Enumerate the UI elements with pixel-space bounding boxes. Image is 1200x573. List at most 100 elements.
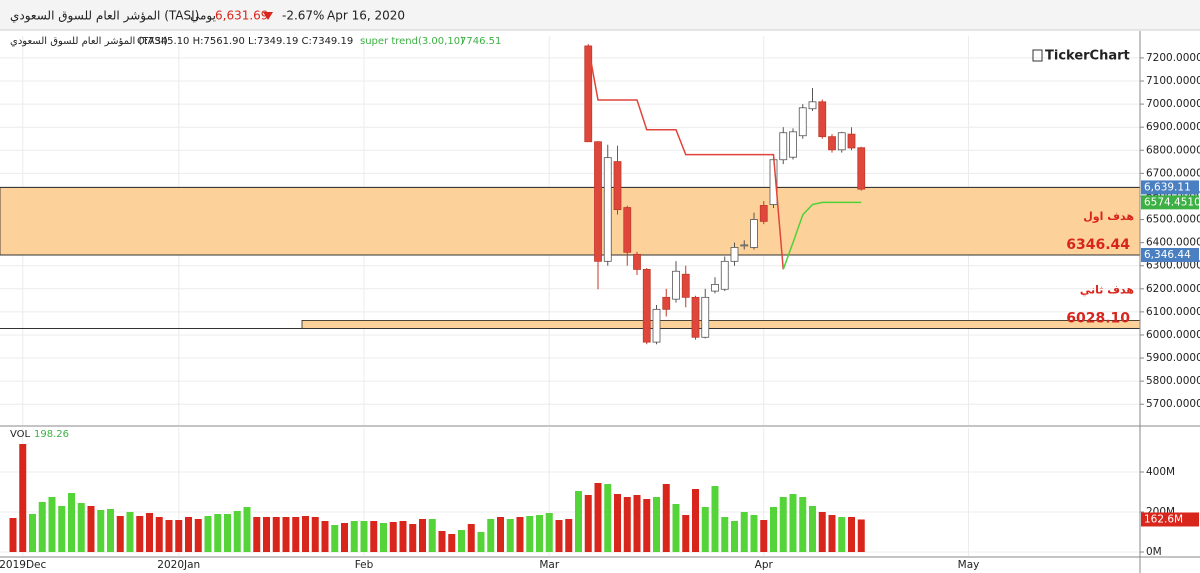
volume-bar: [545, 513, 553, 552]
volume-bar: [68, 493, 75, 552]
volume-bar: [311, 517, 319, 552]
y-tick-label: 6500.0000: [1146, 214, 1200, 226]
volume-bar: [38, 502, 46, 552]
candle-body: [603, 157, 612, 262]
volume-bar: [19, 444, 27, 552]
price-tag: [1141, 512, 1199, 527]
candle-body: [730, 247, 739, 262]
legend-name: المؤشر العام للسوق السعودي (TASI): [10, 36, 168, 47]
volume-bar: [555, 520, 563, 552]
volume-bar: [107, 509, 114, 552]
volume-bar: [136, 516, 144, 552]
volume-bar: [29, 514, 36, 552]
volume-bar: [584, 495, 592, 552]
price-tag-label: 162.6M: [1144, 513, 1183, 525]
target-zone: [301, 320, 1140, 329]
volume-bar: [350, 521, 358, 552]
volume-bar: [321, 521, 329, 552]
volume-bar: [458, 530, 465, 552]
index-name: المؤشر العام للسوق السعودي (TASI): [10, 9, 199, 24]
toolbar: [0, 0, 1200, 30]
legend-ohlc: O:7345.10 H:7561.90 L:7349.19 C:7349.19: [137, 36, 353, 47]
candle-body: [662, 296, 671, 310]
candle-body: [798, 107, 807, 137]
candle-body: [740, 244, 749, 247]
volume-bar: [477, 532, 485, 552]
volume-bar: [526, 516, 534, 552]
logo-icon: [1032, 49, 1043, 62]
target-value: 6028.10: [1066, 310, 1130, 326]
y-tick-label: 5800.0000: [1146, 375, 1200, 387]
logo: TickerChart: [1045, 49, 1130, 64]
volume-bar: [409, 524, 417, 552]
y-tick-label: 6700.0000: [1146, 167, 1200, 179]
y-tick-label: 0M: [1146, 546, 1162, 558]
y-tick-label: 5700.0000: [1146, 398, 1200, 410]
candle-body: [633, 253, 641, 270]
target-name: هدف ثاني: [1080, 283, 1134, 296]
candle-body: [642, 268, 651, 343]
candle-body: [847, 133, 856, 149]
volume-bar: [87, 506, 95, 552]
y-tick-label: 7000.0000: [1146, 98, 1200, 110]
last-price: 6,631.69: [215, 9, 268, 23]
volume-bar: [165, 520, 173, 552]
x-tick-label: Feb: [355, 559, 374, 571]
volume-bar: [779, 497, 787, 552]
volume-bar: [214, 514, 222, 552]
price-tag: [1141, 180, 1199, 195]
candle-body: [808, 101, 817, 110]
volume-bar: [789, 494, 797, 552]
volume-bar: [302, 516, 309, 552]
volume-bar: [818, 512, 826, 552]
candle-body: [857, 147, 866, 190]
volume-bar: [204, 516, 212, 552]
volume-bar: [536, 515, 543, 552]
volume-bar: [760, 520, 768, 552]
y-tick-label: 6900.0000: [1146, 121, 1200, 133]
volume-bar: [857, 519, 865, 552]
x-tick-label: 2020Jan: [157, 559, 200, 571]
volume-bar: [399, 521, 407, 552]
volume-bar: [653, 497, 660, 552]
down-arrow: [263, 12, 273, 20]
volume-bar: [448, 534, 456, 552]
y-tick-label: 6200.0000: [1146, 283, 1200, 295]
volume-bar: [731, 521, 738, 552]
volume-bar: [428, 519, 436, 552]
volume-bar: [740, 512, 748, 552]
volume-bar: [243, 507, 251, 552]
volume-bar: [614, 494, 621, 552]
volume-bar: [380, 523, 387, 552]
volume-bar: [370, 521, 378, 552]
volume-bar: [662, 484, 670, 552]
volume-bar: [272, 517, 280, 552]
candle-body: [818, 101, 827, 138]
candle-body: [613, 161, 622, 211]
price-tag-label: 6,639.11: [1144, 181, 1191, 193]
candle-body: [720, 260, 729, 290]
volume-bar: [633, 495, 641, 552]
volume-bar: [604, 484, 612, 552]
volume-bar: [175, 520, 183, 552]
candle-body: [701, 296, 710, 338]
x-tick-label: 2019Dec: [0, 559, 46, 571]
volume-bar: [97, 510, 105, 552]
price-tag: [1141, 195, 1199, 210]
axis-background: [1140, 31, 1200, 573]
candle-body: [691, 296, 700, 338]
volume-bar: [331, 525, 339, 552]
price-tag-label: 6,346.44: [1144, 249, 1191, 261]
volume-bar: [253, 517, 261, 552]
price-tag: [1141, 247, 1199, 262]
x-tick-label: May: [958, 559, 980, 571]
candle-body: [750, 219, 758, 248]
volume-bar: [575, 491, 582, 552]
volume-bar: [9, 518, 17, 552]
volume-bar: [750, 515, 758, 552]
volume-bar: [233, 511, 241, 552]
legend-indicator-value: 7746.51: [460, 36, 501, 47]
y-tick-label: 7100.0000: [1146, 75, 1200, 87]
candle-body: [759, 205, 768, 222]
